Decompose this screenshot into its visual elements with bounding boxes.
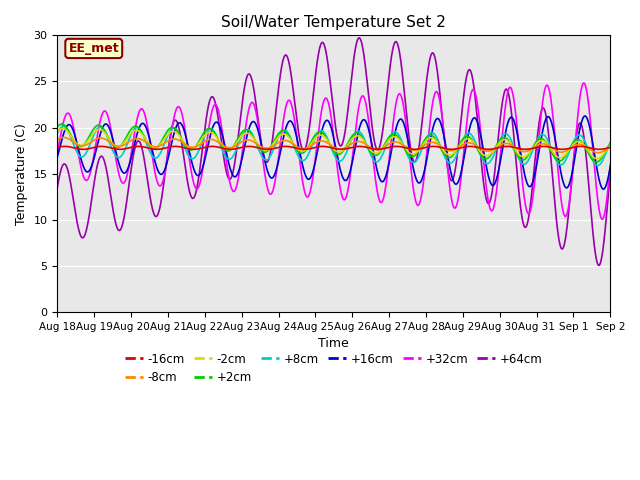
Title: Soil/Water Temperature Set 2: Soil/Water Temperature Set 2 bbox=[221, 15, 446, 30]
Text: EE_met: EE_met bbox=[68, 42, 119, 55]
X-axis label: Time: Time bbox=[319, 337, 349, 350]
Legend: -16cm, -8cm, -2cm, +2cm, +8cm, +16cm, +32cm, +64cm: -16cm, -8cm, -2cm, +2cm, +8cm, +16cm, +3… bbox=[120, 348, 547, 389]
Y-axis label: Temperature (C): Temperature (C) bbox=[15, 123, 28, 225]
